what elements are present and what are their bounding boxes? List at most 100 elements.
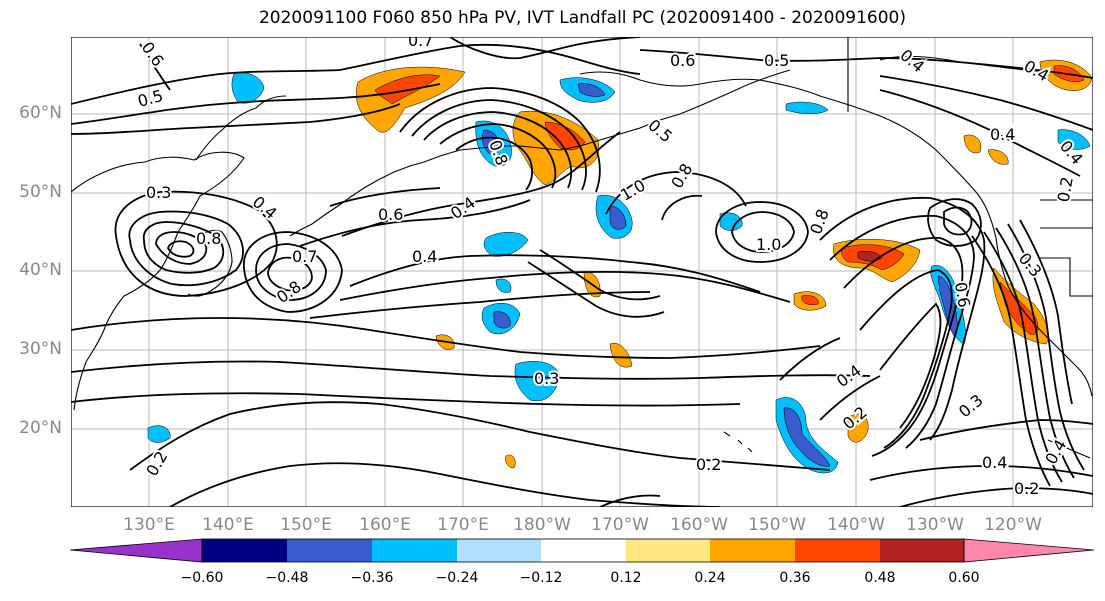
contour-label: 0.6 bbox=[378, 205, 403, 224]
colorbar-tick-label: 0.12 bbox=[610, 570, 642, 586]
contour-line bbox=[919, 419, 1093, 441]
colorbar-tick-label: −0.48 bbox=[265, 570, 309, 586]
contour-line bbox=[71, 317, 821, 359]
negative-pv-region bbox=[495, 278, 512, 293]
positive-pv-region bbox=[963, 134, 982, 154]
contour-line bbox=[899, 487, 1093, 507]
contour-line bbox=[449, 37, 641, 60]
contour-line bbox=[128, 210, 244, 287]
contour-line bbox=[879, 75, 1093, 131]
contour-line bbox=[71, 43, 641, 105]
alaska-coast bbox=[579, 71, 1093, 397]
contour-label: 0.4 bbox=[412, 247, 437, 266]
colorbar-tick-label: −0.12 bbox=[519, 570, 563, 586]
contour-line bbox=[411, 99, 587, 191]
colorbar-extend-low bbox=[70, 538, 203, 563]
lon-label: 140°E bbox=[202, 515, 254, 535]
lon-label: 130°W bbox=[906, 515, 964, 535]
negative-pv-region bbox=[147, 425, 171, 443]
positive-pv-region bbox=[505, 454, 516, 469]
colorbar-tick-label: 0.60 bbox=[948, 570, 980, 586]
contour-line bbox=[329, 187, 441, 207]
colorbar-bin bbox=[202, 539, 287, 562]
colorbar-tick-label: 0.36 bbox=[779, 570, 811, 586]
lat-label: 20°N bbox=[19, 418, 62, 438]
lon-label: 170°E bbox=[437, 515, 489, 535]
contour-line bbox=[715, 201, 809, 263]
contour-line bbox=[779, 337, 841, 381]
contour-line bbox=[155, 231, 208, 265]
contour-line bbox=[439, 123, 557, 189]
contour-line bbox=[167, 240, 195, 258]
contour-line bbox=[341, 131, 621, 237]
contour-line bbox=[599, 494, 661, 507]
colorbar-bin bbox=[287, 539, 372, 562]
colorbar-bin bbox=[541, 539, 626, 562]
contour-line bbox=[71, 103, 401, 135]
negative-pv-core bbox=[482, 129, 501, 155]
contour-line bbox=[309, 291, 651, 319]
contour-line bbox=[299, 199, 531, 247]
lon-label: 160°W bbox=[670, 515, 728, 535]
contour-line bbox=[539, 249, 661, 301]
contour-line bbox=[869, 465, 1093, 481]
colorbar-tick-label: 0.24 bbox=[694, 570, 726, 586]
hawaii bbox=[723, 431, 753, 453]
negative-pv-region bbox=[483, 232, 529, 257]
contour-line bbox=[605, 171, 747, 215]
contour-line bbox=[843, 237, 964, 457]
contour-label: 0.2 bbox=[1014, 479, 1039, 498]
lon-label: 130°E bbox=[123, 515, 175, 535]
colorbar-extend-high bbox=[963, 538, 1095, 563]
contour-line bbox=[267, 256, 313, 292]
contour-label: 1.0 bbox=[756, 235, 781, 254]
colorbar-bin bbox=[710, 539, 795, 562]
contour-line bbox=[859, 269, 953, 449]
contour-line bbox=[1019, 219, 1073, 405]
contour-line bbox=[399, 87, 601, 193]
contour-line bbox=[455, 136, 533, 191]
contour-line bbox=[661, 194, 703, 221]
ivt-contours bbox=[71, 37, 1093, 507]
lon-label: 170°W bbox=[591, 515, 649, 535]
contour-line bbox=[879, 302, 942, 429]
contour-line bbox=[114, 190, 278, 297]
contour-label: 0.2 bbox=[696, 455, 721, 474]
contour-label: 0.4 bbox=[982, 453, 1007, 472]
lat-label: 40°N bbox=[19, 260, 62, 280]
lon-label: 160°E bbox=[359, 515, 411, 535]
mexico-coast bbox=[1047, 439, 1091, 459]
lon-label: 120°W bbox=[984, 515, 1042, 535]
contour-line bbox=[71, 392, 741, 407]
contour-label: 0.5 bbox=[764, 51, 789, 70]
lon-label: 150°E bbox=[280, 515, 332, 535]
contour-line bbox=[995, 227, 1075, 479]
contour-line bbox=[243, 231, 343, 313]
map-canvas: 0.6 0.5 0.7 0.6 0.5 0.5 0.4 0.4 0.3 0.8 … bbox=[71, 37, 1093, 507]
contour-line bbox=[423, 111, 573, 189]
contour-line bbox=[339, 271, 791, 303]
contour-line bbox=[139, 43, 171, 91]
map-title: 2020091100 F060 850 hPa PV, IVT Landfall… bbox=[258, 8, 906, 28]
negative-pv-region bbox=[785, 101, 829, 114]
contour-label: 0.3 bbox=[534, 369, 559, 388]
colorbar-bin bbox=[880, 539, 964, 562]
contour-line bbox=[819, 375, 881, 421]
colorbar-tick-label: −0.36 bbox=[350, 570, 394, 586]
negative-pv-core bbox=[493, 311, 511, 329]
contour-label: 0.6 bbox=[670, 51, 695, 70]
colorbar bbox=[70, 538, 1095, 563]
colorbar-bin bbox=[372, 539, 457, 562]
contour-line bbox=[927, 198, 982, 247]
colorbar-bin bbox=[795, 539, 880, 562]
positive-pv-region bbox=[847, 413, 869, 443]
contour-label: 0.7 bbox=[408, 37, 433, 50]
aleutian-islands bbox=[289, 113, 681, 237]
negative-pv-region bbox=[1057, 129, 1091, 150]
lon-label: 140°W bbox=[827, 515, 885, 535]
positive-pv-core bbox=[801, 295, 819, 306]
contour-line bbox=[129, 401, 831, 471]
pv-shading bbox=[147, 59, 1093, 474]
negative-pv-region bbox=[719, 212, 743, 231]
lat-label: 30°N bbox=[19, 339, 62, 359]
